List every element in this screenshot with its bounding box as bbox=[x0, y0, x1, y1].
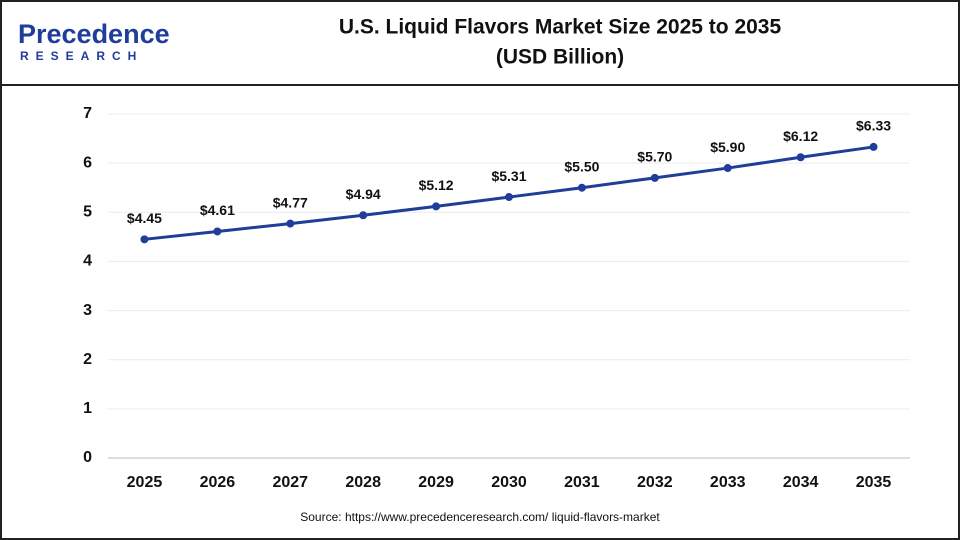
y-tick-label: 7 bbox=[83, 105, 92, 122]
data-label: $6.33 bbox=[856, 118, 891, 134]
data-label: $4.45 bbox=[127, 210, 162, 226]
point bbox=[869, 142, 878, 151]
point bbox=[650, 173, 659, 182]
y-tick-label: 3 bbox=[83, 302, 92, 319]
x-tick-label: 2025 bbox=[127, 474, 163, 491]
x-tick-label: 2032 bbox=[637, 474, 673, 491]
point bbox=[796, 153, 805, 162]
x-tick-label: 2030 bbox=[491, 474, 527, 491]
data-label: $5.12 bbox=[419, 177, 454, 193]
data-label: $5.31 bbox=[491, 168, 526, 184]
x-tick-label: 2031 bbox=[564, 474, 600, 491]
x-tick-label: 2028 bbox=[345, 474, 381, 491]
data-label: $4.77 bbox=[273, 194, 308, 210]
x-tick-label: 2026 bbox=[200, 474, 236, 491]
y-tick-label: 4 bbox=[83, 253, 92, 270]
data-label: $5.90 bbox=[710, 139, 745, 155]
x-tick-label: 2034 bbox=[783, 474, 819, 491]
data-label: $5.70 bbox=[637, 149, 672, 165]
data-label: $6.12 bbox=[783, 128, 818, 144]
point bbox=[723, 164, 732, 173]
x-tick-label: 2029 bbox=[418, 474, 454, 491]
point bbox=[505, 193, 513, 202]
y-tick-label: 1 bbox=[83, 400, 92, 417]
logo-name: Precedence bbox=[18, 19, 170, 49]
point bbox=[213, 227, 222, 236]
y-tick-label: 5 bbox=[83, 204, 92, 221]
x-tick-label: 2035 bbox=[856, 474, 892, 491]
logo-tagline: RESEARCH bbox=[20, 49, 143, 63]
source: Source: https://www.precedenceresearch.c… bbox=[300, 510, 660, 524]
y-tick-label: 2 bbox=[83, 351, 92, 368]
data-label: $4.94 bbox=[346, 186, 381, 202]
x-tick-label: 2033 bbox=[710, 474, 746, 491]
y-tick-label: 0 bbox=[83, 449, 92, 466]
point bbox=[286, 219, 295, 228]
chart-subtitle: (USD Billion) bbox=[496, 46, 624, 69]
point bbox=[432, 202, 441, 211]
point bbox=[140, 235, 149, 244]
y-tick-label: 6 bbox=[83, 154, 92, 171]
data-label: $4.61 bbox=[200, 202, 235, 218]
data-label: $5.50 bbox=[564, 158, 599, 174]
point bbox=[359, 211, 368, 220]
x-tick-label: 2027 bbox=[272, 474, 308, 491]
chart-title: U.S. Liquid Flavors Market Size 2025 to … bbox=[339, 16, 782, 39]
point bbox=[577, 183, 586, 192]
